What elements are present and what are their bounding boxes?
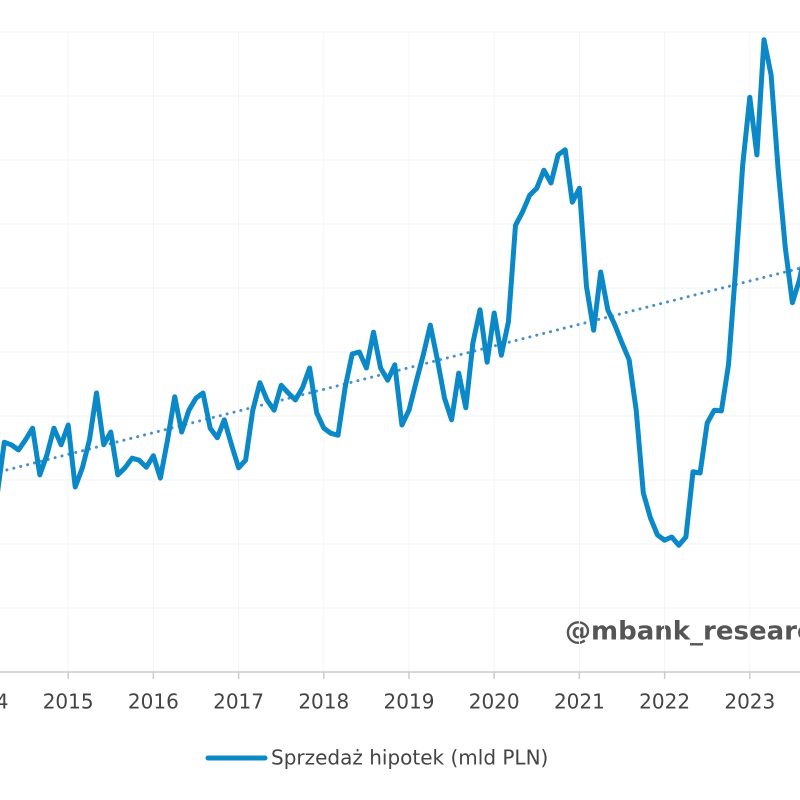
trend-line bbox=[0, 266, 800, 474]
x-tick-label: 2022 bbox=[639, 690, 690, 714]
watermark: @mbank_research bbox=[565, 617, 800, 647]
x-tick-label: 2016 bbox=[128, 690, 179, 714]
legend-label: Sprzedaż hipotek (mld PLN) bbox=[271, 746, 548, 770]
x-tick-label: 2023 bbox=[724, 690, 775, 714]
x-tick-label: 2021 bbox=[554, 690, 605, 714]
x-tick-label: 2019 bbox=[384, 690, 435, 714]
x-tick-label: 2014 bbox=[0, 690, 8, 714]
x-tick-label: 2017 bbox=[213, 690, 264, 714]
x-tick-label: 2015 bbox=[43, 690, 94, 714]
x-tick-label: 2018 bbox=[298, 690, 349, 714]
x-tick-label: 2020 bbox=[469, 690, 520, 714]
series-line bbox=[0, 37, 800, 548]
